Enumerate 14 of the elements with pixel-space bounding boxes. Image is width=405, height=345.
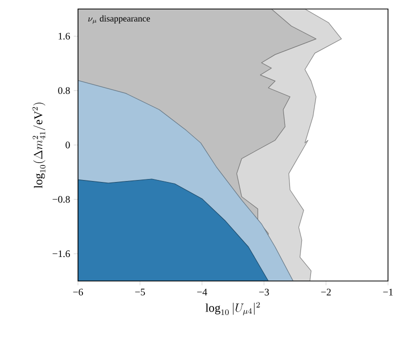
y-tick-label: 1.6 xyxy=(58,32,70,40)
x-tick-label: −3 xyxy=(259,288,269,296)
x-tick-label: −6 xyxy=(73,288,84,296)
y-tick-label: −1.6 xyxy=(52,250,70,258)
x-tick-label: −5 xyxy=(135,288,145,296)
y-axis-title: $\log_{10}(\Delta m^2_{41}/\mathrm{eV}^2)$ xyxy=(32,102,46,188)
y-tick-label: 0 xyxy=(66,142,70,148)
y-tick-label: −0.8 xyxy=(52,196,70,203)
x-tick-label: −2 xyxy=(321,288,331,296)
x-tick-label: −1 xyxy=(383,288,393,296)
x-axis-title: $\log_{10}|U_{\mu 4}|^2$ xyxy=(206,302,260,316)
x-tick-label: −4 xyxy=(197,288,208,296)
y-tick-label: 0.8 xyxy=(58,87,70,94)
annotation: $\nu_\mu\ \mathrm{disappearance}$ xyxy=(88,15,150,24)
